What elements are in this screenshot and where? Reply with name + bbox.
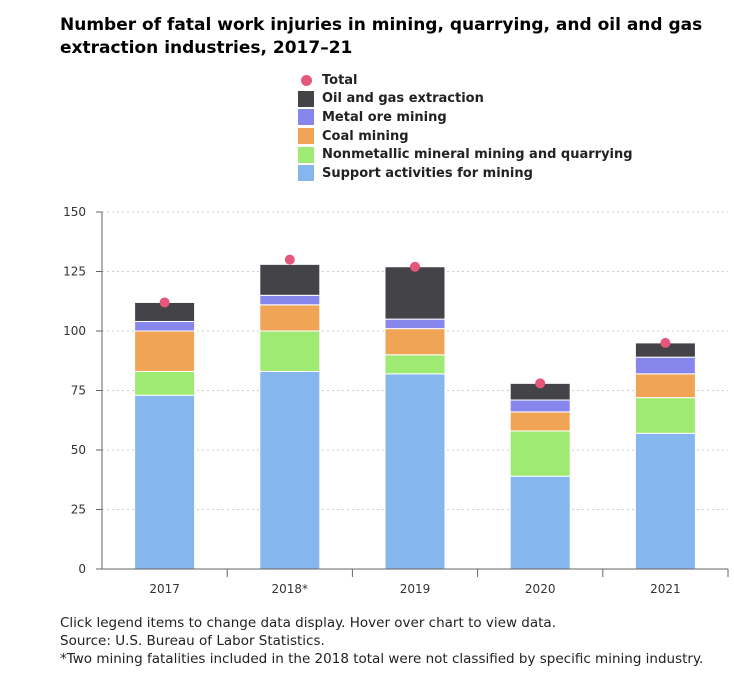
footnote-2018: *Two mining fatalities included in the 2…	[60, 651, 704, 667]
instruction-note: Click legend items to change data displa…	[60, 615, 556, 631]
legend-swatch	[298, 109, 314, 126]
legend-item-metal-ore[interactable]: Metal ore mining	[298, 108, 633, 127]
y-tick-label: 75	[71, 384, 86, 398]
legend-swatch	[298, 90, 314, 107]
legend-label: Support activities for mining	[322, 165, 533, 181]
legend-swatch	[298, 128, 314, 145]
legend-swatch	[298, 165, 314, 182]
bar-segment[interactable]	[259, 330, 321, 372]
bar-segment[interactable]	[384, 266, 446, 320]
total-marker	[660, 337, 671, 348]
footnotes: Click legend items to change data displa…	[60, 614, 703, 668]
legend-item-oil-gas[interactable]: Oil and gas extraction	[298, 90, 633, 109]
total-marker	[410, 261, 420, 272]
x-tick-label: 2020	[525, 582, 556, 596]
y-tick-label: 25	[71, 503, 86, 517]
x-tick-label: 2021	[650, 582, 681, 596]
bar-segment[interactable]	[134, 370, 196, 396]
y-tick-label: 100	[63, 324, 86, 338]
bar-segment[interactable]	[259, 304, 321, 332]
bar-segment[interactable]	[634, 397, 696, 434]
legend-item-coal[interactable]: Coal mining	[298, 127, 633, 146]
x-tick-label: 2017	[149, 582, 180, 596]
x-tick-label: 2019	[400, 582, 431, 596]
bar-segment[interactable]	[509, 475, 571, 570]
y-tick-label: 150	[63, 205, 86, 219]
bar-segment[interactable]	[634, 432, 696, 570]
bar-segment[interactable]	[134, 320, 196, 332]
chart-title: Number of fatal work injuries in mining,…	[60, 15, 703, 58]
legend-label: Oil and gas extraction	[322, 91, 484, 107]
legend-item-support[interactable]: Support activities for mining	[298, 164, 633, 183]
bar-segment[interactable]	[134, 394, 196, 570]
bar-segment[interactable]	[384, 318, 446, 330]
y-tick-label: 50	[71, 443, 86, 457]
bar-segment[interactable]	[259, 263, 321, 296]
legend-swatch	[298, 146, 314, 163]
legend-label: Coal mining	[322, 128, 409, 144]
total-marker	[159, 297, 170, 308]
bar-segment[interactable]	[509, 430, 571, 477]
legend-item-nonmetallic[interactable]: Nonmetallic mineral mining and quarrying	[298, 145, 633, 164]
legend-label: Total	[322, 72, 358, 88]
legend-marker-total	[301, 74, 312, 86]
y-tick-label: 125	[63, 265, 86, 279]
x-tick-label: 2018*	[272, 582, 309, 596]
bar-segment[interactable]	[384, 328, 446, 356]
bar-segment[interactable]	[259, 294, 321, 306]
bar-segment[interactable]	[384, 373, 446, 570]
source-note: Source: U.S. Bureau of Labor Statistics.	[60, 633, 325, 649]
total-marker	[284, 254, 295, 265]
legend-item-total[interactable]: Total	[298, 71, 633, 90]
bar-segment[interactable]	[509, 411, 571, 432]
total-marker	[535, 378, 546, 389]
legend: Total Oil and gas extraction Metal ore m…	[298, 71, 633, 183]
bar-segment[interactable]	[634, 373, 696, 399]
legend-label: Metal ore mining	[322, 109, 447, 125]
bar-segment[interactable]	[384, 354, 446, 375]
bar-segment[interactable]	[134, 330, 196, 372]
bar-segment[interactable]	[509, 399, 571, 413]
bar-segment[interactable]	[634, 356, 696, 375]
legend-label: Nonmetallic mineral mining and quarrying	[322, 147, 633, 163]
y-tick-label: 0	[78, 562, 86, 576]
bar-segment[interactable]	[259, 370, 321, 570]
